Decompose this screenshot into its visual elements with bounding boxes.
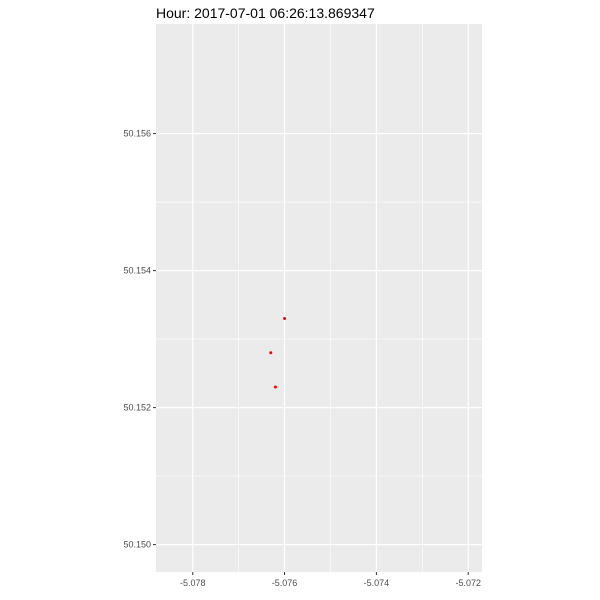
chart-title: Hour: 2017-07-01 06:26:13.869347 bbox=[156, 5, 375, 21]
y-tick-label: 50.156 bbox=[123, 129, 151, 139]
y-tick-label: 50.152 bbox=[123, 403, 151, 413]
y-tick-label: 50.154 bbox=[123, 266, 151, 276]
data-point bbox=[269, 351, 273, 355]
y-axis: 50.150 50.152 50.154 50.156 bbox=[123, 129, 156, 550]
y-tick-label: 50.150 bbox=[123, 540, 151, 550]
x-tick-label: -5.076 bbox=[272, 578, 298, 588]
plot-panel bbox=[156, 24, 482, 572]
x-tick-label: -5.072 bbox=[455, 578, 481, 588]
data-points bbox=[269, 317, 287, 389]
minor-gridlines bbox=[156, 24, 482, 572]
major-gridlines bbox=[156, 24, 482, 572]
x-axis: -5.078 -5.076 -5.074 -5.072 bbox=[180, 572, 481, 588]
x-tick-label: -5.074 bbox=[364, 578, 390, 588]
x-tick-label: -5.078 bbox=[180, 578, 206, 588]
data-point bbox=[273, 385, 277, 389]
data-point bbox=[283, 317, 287, 321]
